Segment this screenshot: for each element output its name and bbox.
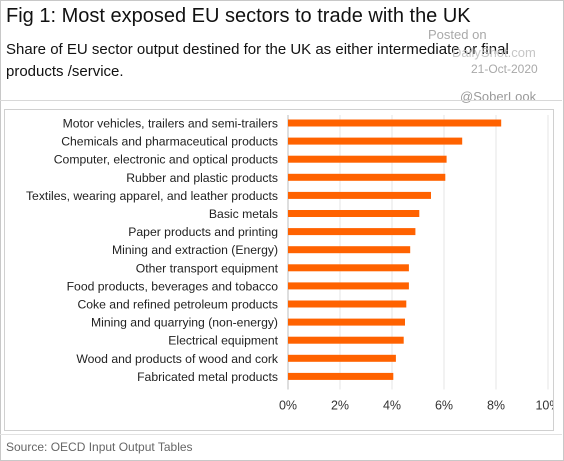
bar-3 — [288, 173, 446, 181]
bar-11 — [288, 318, 405, 326]
bar-7 — [288, 246, 411, 254]
category-label-11: Mining and quarrying (non-energy) — [91, 316, 278, 330]
category-label-6: Paper products and printing — [128, 225, 278, 239]
category-label-8: Other transport equipment — [136, 261, 279, 275]
bar-2 — [288, 155, 447, 163]
bar-5 — [288, 210, 420, 217]
category-label-10: Coke and refined petroleum products — [77, 298, 278, 312]
bar-4 — [288, 191, 431, 199]
category-label-2: Computer, electronic and optical product… — [54, 153, 278, 167]
footer-divider — [0, 434, 562, 435]
x-tick-label-2: 4% — [383, 398, 401, 412]
x-tick-label-5: 10% — [535, 398, 553, 412]
x-tick-label-1: 2% — [331, 398, 349, 412]
watermark-handle: @SoberLook — [460, 89, 537, 104]
bar-chart: Motor vehicles, trailers and semi-traile… — [26, 115, 553, 412]
plot-area: Motor vehicles, trailers and semi-traile… — [4, 109, 554, 431]
watermark-posted: Posted on — [428, 27, 487, 42]
header-divider — [0, 100, 562, 101]
category-label-7: Mining and extraction (Energy) — [112, 243, 278, 257]
bar-14 — [288, 372, 394, 380]
x-tick-label-4: 8% — [487, 398, 505, 412]
x-tick-label-3: 6% — [435, 398, 453, 412]
category-label-3: Rubber and plastic products — [126, 171, 278, 185]
category-label-13: Wood and products of wood and cork — [76, 352, 279, 366]
bar-12 — [288, 336, 404, 344]
bar-0 — [288, 119, 502, 127]
bar-13 — [288, 354, 396, 362]
bar-9 — [288, 282, 409, 290]
bar-6 — [288, 228, 416, 236]
bar-10 — [288, 300, 407, 308]
chart-title: Fig 1: Most exposed EU sectors to trade … — [6, 5, 471, 27]
chart-subtitle: Share of EU sector output destined for t… — [6, 41, 509, 80]
category-label-12: Electrical equipment — [168, 334, 278, 348]
bar-8 — [288, 264, 409, 272]
category-label-0: Motor vehicles, trailers and semi-traile… — [63, 117, 278, 131]
category-label-1: Chemicals and pharmaceutical products — [61, 135, 278, 149]
x-tick-label-0: 0% — [279, 398, 297, 412]
source-note: Source: OECD Input Output Tables — [6, 440, 193, 454]
category-label-9: Food products, beverages and tobacco — [67, 279, 279, 293]
watermark-date: 21-Oct-2020 — [471, 62, 538, 76]
category-label-14: Fabricated metal products — [137, 370, 278, 384]
bar-1 — [288, 137, 463, 145]
watermark-site: DailyShot.com — [452, 45, 536, 60]
category-label-4: Textiles, wearing apparel, and leather p… — [26, 189, 278, 203]
category-label-5: Basic metals — [209, 207, 278, 221]
